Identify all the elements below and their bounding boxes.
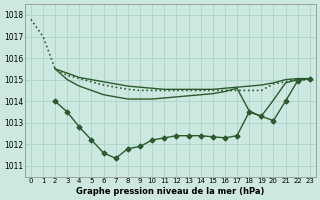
X-axis label: Graphe pression niveau de la mer (hPa): Graphe pression niveau de la mer (hPa) [76,187,265,196]
